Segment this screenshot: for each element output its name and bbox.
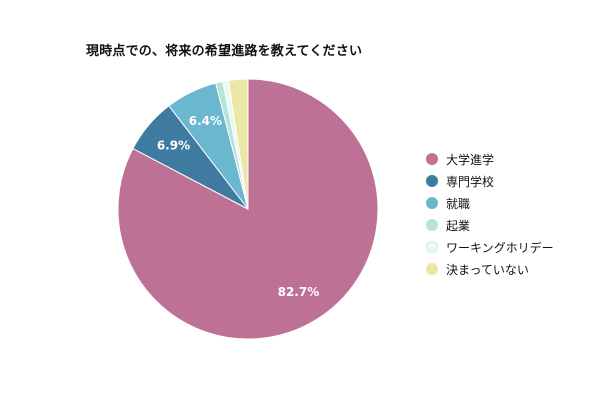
data-label-2: 6.9%: [157, 139, 190, 153]
legend-swatch-5: [426, 241, 438, 253]
pie-slice-6: [227, 78, 249, 210]
data-label-3: 6.4%: [189, 114, 222, 128]
pie-slices: [117, 78, 379, 340]
legend-item-5: ワーキングホリデー: [426, 236, 554, 258]
chart-title: 現時点での、将来の希望進路を教えてください: [86, 44, 363, 59]
legend: 大学進学専門学校就職起業ワーキングホリデー 決まっていない: [426, 148, 554, 280]
legend-label-2: 専門学校: [446, 174, 495, 189]
legend-item-3: 就職: [426, 192, 554, 214]
legend-swatch-2: [426, 175, 438, 187]
legend-label-6: 決まっていない: [446, 262, 529, 277]
legend-swatch-4: [426, 219, 438, 231]
legend-item-1: 大学進学: [426, 148, 554, 170]
legend-swatch-3: [426, 197, 438, 209]
legend-label-4: 起業: [446, 218, 471, 233]
legend-item-4: 起業: [426, 214, 554, 236]
legend-label-5: ワーキングホリデー: [446, 240, 554, 255]
legend-swatch-6: [426, 263, 438, 275]
legend-item-2: 専門学校: [426, 170, 554, 192]
pie-data-labels: 82.7% 6.9% 6.4%: [157, 114, 319, 299]
legend-label-1: 大学進学: [446, 152, 495, 167]
legend-item-6: 決まっていない: [426, 258, 554, 280]
legend-swatch-1: [426, 153, 438, 165]
legend-label-3: 就職: [446, 196, 471, 211]
data-label-1: 82.7%: [278, 285, 320, 299]
